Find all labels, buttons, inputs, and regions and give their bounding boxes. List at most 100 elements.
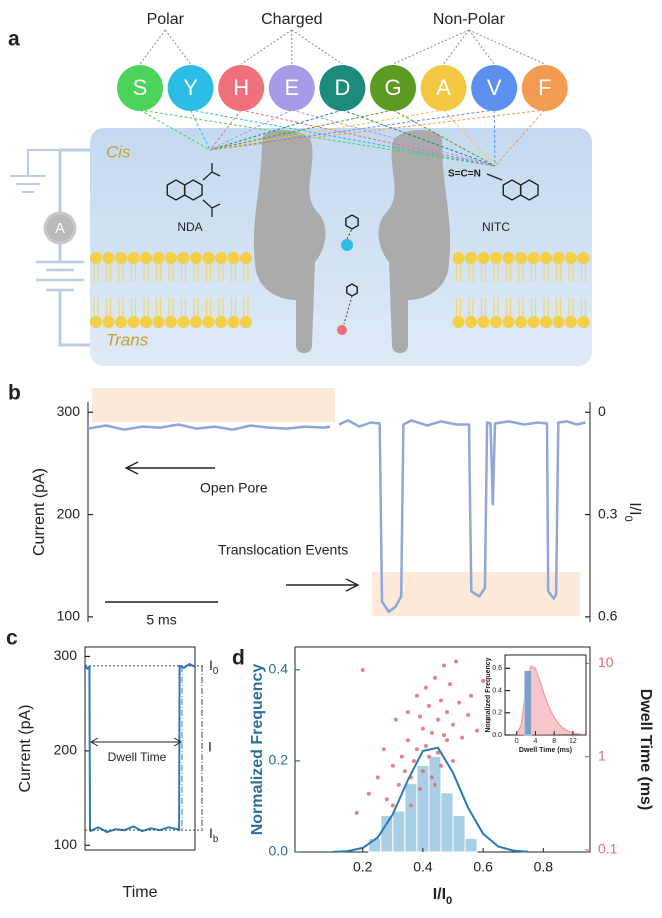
amino-acid-letter: V bbox=[487, 75, 502, 100]
panel-label: c bbox=[6, 627, 18, 650]
annotation-base: I bbox=[209, 825, 213, 841]
lipid-tail bbox=[543, 263, 549, 282]
lipid-head bbox=[540, 252, 552, 264]
reaction-link bbox=[209, 109, 242, 151]
amino-acid bbox=[268, 65, 315, 111]
y-tick-label: 0 bbox=[598, 403, 606, 419]
lipid-tail bbox=[93, 263, 99, 282]
lipid-head bbox=[102, 252, 115, 264]
histogram-bar bbox=[392, 810, 406, 853]
highlight-box bbox=[92, 388, 335, 422]
scatter-point bbox=[375, 775, 380, 780]
arrow bbox=[124, 461, 215, 475]
y-axis-title: Current (pA) bbox=[31, 468, 48, 556]
lipid-head bbox=[552, 316, 565, 328]
lipid-tail bbox=[243, 263, 249, 282]
histogram-bar bbox=[428, 755, 442, 853]
lipid-tail bbox=[155, 263, 162, 282]
annotation-sub: 0 bbox=[213, 666, 219, 677]
histogram-bar bbox=[404, 783, 418, 853]
scatter-point bbox=[460, 735, 465, 740]
reaction-link bbox=[209, 109, 545, 151]
x-axis-title-base: I/I bbox=[433, 886, 446, 903]
amino-acid bbox=[218, 65, 265, 111]
lipid-tail bbox=[230, 298, 237, 317]
scatter-point bbox=[432, 675, 437, 680]
ammeter bbox=[43, 211, 77, 245]
amino-acid-letter: D bbox=[334, 75, 350, 100]
lipid-tail bbox=[580, 298, 587, 317]
group-link bbox=[240, 29, 293, 65]
scatter-point bbox=[396, 782, 401, 787]
reaction-link bbox=[342, 109, 496, 167]
lipid-head bbox=[202, 316, 215, 328]
lipid-tail bbox=[180, 298, 187, 317]
y-tick-label: 1 bbox=[598, 747, 606, 763]
x-tick-label: 0.2 bbox=[353, 859, 373, 875]
lipid-tail bbox=[505, 298, 512, 317]
scatter-point bbox=[393, 717, 398, 722]
group-link bbox=[291, 29, 343, 65]
lipid-tail bbox=[118, 298, 124, 317]
scatter-point bbox=[429, 775, 434, 780]
group-link bbox=[139, 29, 166, 65]
scatter-point bbox=[381, 747, 386, 752]
annotation-sub: b bbox=[213, 834, 219, 845]
reagent-label: NITC bbox=[482, 220, 510, 234]
bound-residue bbox=[337, 325, 347, 335]
scatter-point bbox=[442, 663, 447, 668]
arrow bbox=[286, 578, 360, 592]
lipid-tail bbox=[193, 298, 199, 317]
x-tick-label: 0.6 bbox=[473, 859, 493, 875]
scatter-point bbox=[435, 750, 440, 755]
annotation: Translocation Events bbox=[218, 542, 348, 558]
scatter-point bbox=[384, 797, 389, 802]
scatter-point bbox=[445, 738, 450, 743]
annotation: Dwell Time bbox=[108, 750, 167, 764]
histogram-bar bbox=[440, 792, 454, 853]
lipid-tail bbox=[493, 298, 499, 317]
lipid-head bbox=[215, 316, 227, 328]
lipid-head bbox=[565, 252, 577, 264]
scatter-point bbox=[411, 758, 416, 763]
molecule bbox=[345, 214, 359, 230]
arrow bbox=[89, 737, 183, 747]
amino-acid-letter: Y bbox=[183, 75, 198, 100]
lipid-head bbox=[502, 252, 515, 264]
lipid-tail bbox=[518, 263, 524, 282]
lipid-head bbox=[152, 316, 165, 328]
x-tick-label: 4 bbox=[533, 738, 537, 745]
scatter-point bbox=[438, 698, 443, 703]
cell-background bbox=[90, 128, 592, 366]
lipid-head bbox=[465, 252, 477, 264]
amino-acid-letter: G bbox=[384, 75, 401, 100]
reaction-link bbox=[209, 109, 444, 151]
molecule-bond bbox=[343, 228, 353, 325]
lipid-tail bbox=[530, 298, 537, 317]
lipid-tail bbox=[505, 263, 512, 282]
reaction-link bbox=[392, 109, 496, 167]
lipid-tail bbox=[168, 263, 174, 282]
fit-curve bbox=[332, 746, 529, 853]
lipid-tail bbox=[218, 263, 224, 282]
lipid-head bbox=[502, 316, 515, 328]
y-tick-label: 0.0 bbox=[269, 843, 289, 859]
reaction-link bbox=[190, 109, 496, 167]
scatter-point bbox=[399, 754, 404, 759]
scatter-point bbox=[457, 700, 462, 705]
lipid-tail bbox=[230, 263, 237, 282]
lipid-tail bbox=[130, 298, 137, 317]
lipid-tail bbox=[568, 263, 574, 282]
lipid-head bbox=[540, 316, 552, 328]
amino-acid bbox=[167, 65, 214, 111]
reaction-link bbox=[241, 109, 496, 167]
lipid-head bbox=[515, 252, 527, 264]
x-tick-label: 12 bbox=[569, 738, 577, 745]
lipid-head bbox=[127, 252, 140, 264]
scatter-point bbox=[451, 722, 456, 727]
panel-label: b bbox=[8, 382, 21, 405]
bound-residue bbox=[341, 239, 353, 251]
lipid-tail bbox=[243, 298, 249, 317]
reaction-link bbox=[209, 109, 495, 151]
y-tick-label: 300 bbox=[54, 647, 78, 663]
